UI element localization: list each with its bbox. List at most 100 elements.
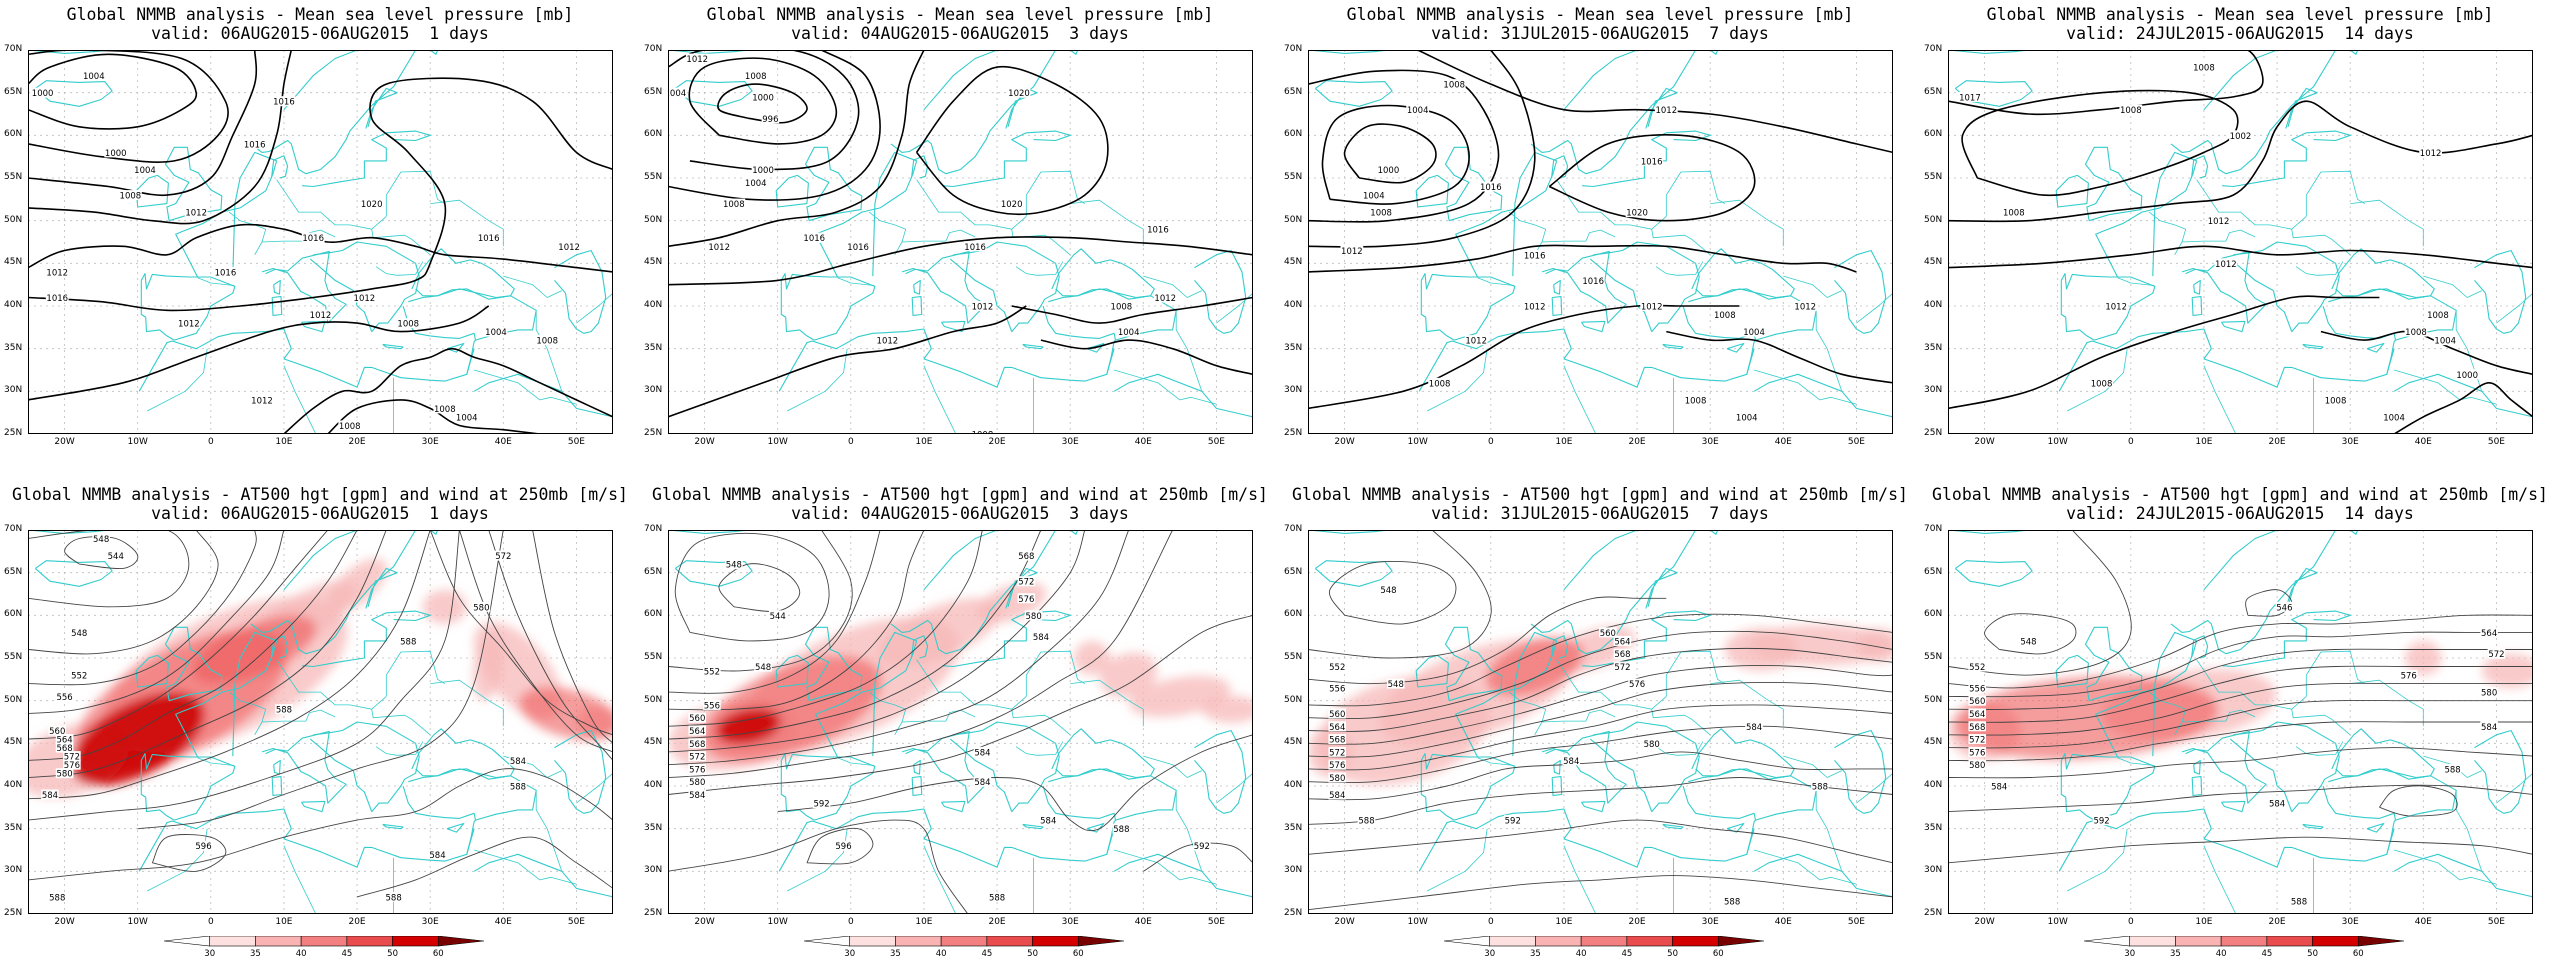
lat-tick-label: 40N xyxy=(4,780,23,790)
contour-label-bg xyxy=(725,559,743,570)
coastline-britain xyxy=(804,626,863,702)
height-contour-line xyxy=(356,836,613,898)
colorbar-tick-label: 50 xyxy=(1027,949,1038,958)
country-border xyxy=(2291,229,2351,256)
height-contours xyxy=(668,530,1253,914)
colorbar-segment xyxy=(940,936,988,947)
coastline-denmark xyxy=(910,155,929,179)
contour-label: 568 xyxy=(1969,723,1985,733)
contour-label: 1008 xyxy=(2193,64,2215,74)
contour-label-bg xyxy=(2399,670,2418,681)
coastline-sicily xyxy=(2221,800,2246,813)
contour-label-bg xyxy=(2275,601,2294,612)
contour-label: 596 xyxy=(195,842,211,852)
coastline-north-africa xyxy=(2058,328,2395,392)
contour-label: 1008 xyxy=(2325,396,2347,406)
coastline-iceland xyxy=(1954,560,2033,587)
contour-label: 1020 xyxy=(361,200,383,210)
contour-label: 552 xyxy=(1329,663,1345,673)
contour-label-bg xyxy=(2480,721,2498,732)
contour-label: 1012 xyxy=(1341,247,1363,257)
contour-label-bg xyxy=(1723,896,1741,907)
wind-speed-area xyxy=(1856,628,1893,663)
contour-label-bg xyxy=(133,164,157,175)
lon-tick-label: 20W xyxy=(54,437,75,447)
coastline-caspian xyxy=(1834,729,1887,814)
contour-label-bg xyxy=(1628,678,1646,689)
panel-title: Global NMMB analysis - Mean sea level pr… xyxy=(66,5,574,24)
contour-label: 572 xyxy=(689,753,705,763)
contour-label: 564 xyxy=(1614,637,1630,647)
map-plot: 5485445485525565605645685725765805845725… xyxy=(28,530,613,914)
country-border xyxy=(576,772,613,804)
lon-tick-label: 40E xyxy=(1134,437,1152,447)
contour-label-bg xyxy=(214,266,237,277)
map-panel: Global NMMB analysis - AT500 hgt [gpm] a… xyxy=(0,480,640,960)
contour-label-bg xyxy=(1386,678,1405,689)
lon-tick-label: 10E xyxy=(275,437,293,447)
contour-label-bg xyxy=(70,627,88,638)
contour-label: 1008 xyxy=(2120,106,2142,116)
contour-labels: 1008 1017 1008 1002 1012 1008 1012 1012 1012 1008… xyxy=(1958,62,2479,423)
country-border xyxy=(576,292,613,324)
height-contour-line xyxy=(1948,836,2533,864)
contour-label-bg xyxy=(2433,335,2457,346)
contour-label: 576 xyxy=(1969,748,1985,758)
contour-label-bg xyxy=(1613,661,1632,672)
height-contour-line xyxy=(1308,530,1492,659)
contour-label: 1012 xyxy=(2215,260,2237,270)
country-border xyxy=(923,365,957,434)
coastline-britain xyxy=(164,626,223,702)
colorbar-segment xyxy=(392,936,439,947)
contour-label: 1004 xyxy=(2434,337,2456,347)
coastline-sardinia xyxy=(911,296,923,316)
contour-label-bg xyxy=(1745,721,1763,732)
contour-label-bg xyxy=(1153,292,1177,303)
coastline-arabia xyxy=(1113,853,1253,898)
country-border xyxy=(2117,277,2155,286)
colorbar-tick-label: 30 xyxy=(204,949,215,958)
lon-tick-label: 20W xyxy=(694,437,715,447)
contour-label: 1004 xyxy=(485,328,507,338)
contour-label-bg xyxy=(1017,576,1036,587)
height-contour-line xyxy=(668,530,1086,753)
coastline-corsica xyxy=(273,279,281,295)
contour-label-bg xyxy=(971,301,994,311)
contour-label: 1012 xyxy=(2105,303,2127,313)
contour-label: 584 xyxy=(510,757,526,767)
coastline-blacksea xyxy=(1051,248,1155,299)
contour-label: 1008 xyxy=(1429,379,1451,389)
coastline-italy xyxy=(261,730,347,804)
colorbar-segment xyxy=(849,936,896,947)
lon-tick-label: 40E xyxy=(2414,437,2432,447)
coastline-crete xyxy=(2302,343,2324,350)
contour-label-bg xyxy=(41,789,59,800)
coastline-arabia xyxy=(473,853,613,898)
contour-label-bg xyxy=(1379,584,1398,595)
lon-tick-label: 20W xyxy=(54,917,75,927)
coastline-arabia xyxy=(1753,853,1893,898)
contour-label-bg xyxy=(703,665,721,676)
contour-label: 1008 xyxy=(120,192,142,202)
coastline-sardinia xyxy=(271,296,283,316)
lon-tick-label: 10E xyxy=(915,437,933,447)
lat-tick-label: 65N xyxy=(1924,566,1943,577)
contour-label: 544 xyxy=(108,552,124,562)
height-contour-line xyxy=(1308,630,1893,720)
coastline-caspian xyxy=(554,729,607,814)
colorbar-segment xyxy=(1077,936,1125,947)
lat-tick-label: 35N xyxy=(1284,822,1303,833)
country-border xyxy=(1033,377,1034,434)
contour-label-bg xyxy=(275,704,293,715)
contour-label: 1008 xyxy=(339,422,361,432)
height-contour-line xyxy=(1984,613,2077,655)
country-border xyxy=(1143,275,1202,298)
lat-tick-label: 55N xyxy=(644,652,663,662)
contour-label: 576 xyxy=(1329,761,1345,771)
contour-label: 1008 xyxy=(2003,209,2025,219)
panel-valid-period: valid: 31JUL2015-06AUG2015 7 days xyxy=(1431,504,1769,523)
contour-label: 548 xyxy=(755,663,771,673)
contour-label: 1008 xyxy=(434,405,456,415)
lon-tick-label: 10W xyxy=(1407,917,1428,927)
coastline-arabia xyxy=(2393,853,2533,898)
